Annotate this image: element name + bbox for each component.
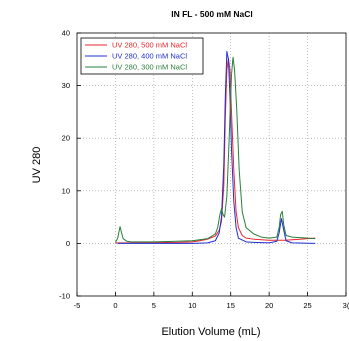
series-line-1: [115, 57, 316, 244]
y-tick-label: 30: [62, 81, 70, 90]
x-tick-label: 15: [227, 301, 235, 310]
series-line-3: [114, 56, 316, 243]
y-tick-label: 0: [66, 239, 70, 248]
x-ticks: -5 0 5 10 15 20 25 3(: [74, 292, 349, 310]
x-tick-label: 3(: [343, 301, 349, 310]
series-lines: [114, 50, 316, 244]
chart-title: IN FL - 500 mM NaCl: [171, 9, 253, 19]
y-tick-label: 10: [62, 186, 70, 195]
plot-area-frame: [76, 32, 347, 297]
x-tick-label: 25: [303, 301, 311, 310]
x-tick-label: 5: [152, 301, 156, 310]
y-axis-label: UV 280: [31, 147, 43, 184]
x-axis-label: Elution Volume (mL): [161, 326, 260, 338]
legend: UV 280, 500 mM NaCl UV 280, 400 mM NaCl UV…: [80, 37, 204, 75]
grid-lines: [77, 33, 346, 296]
legend-label-1: UV 280, 500 mM NaCl: [112, 41, 187, 50]
x-tick-label: 20: [265, 301, 273, 310]
y-tick-label: 20: [62, 134, 70, 143]
y-tick-label: -10: [59, 292, 70, 301]
legend-label-2: UV 280, 400 mM NaCl: [112, 52, 187, 61]
series-line-2: [117, 50, 316, 244]
y-ticks: -10 0 10 20 30 40: [59, 29, 81, 301]
x-tick-label: 0: [113, 301, 117, 310]
x-tick-label: -5: [74, 301, 81, 310]
legend-label-3: UV 280, 300 mM NaCl: [112, 63, 187, 72]
x-tick-label: 10: [188, 301, 196, 310]
y-tick-label: 40: [62, 29, 70, 38]
